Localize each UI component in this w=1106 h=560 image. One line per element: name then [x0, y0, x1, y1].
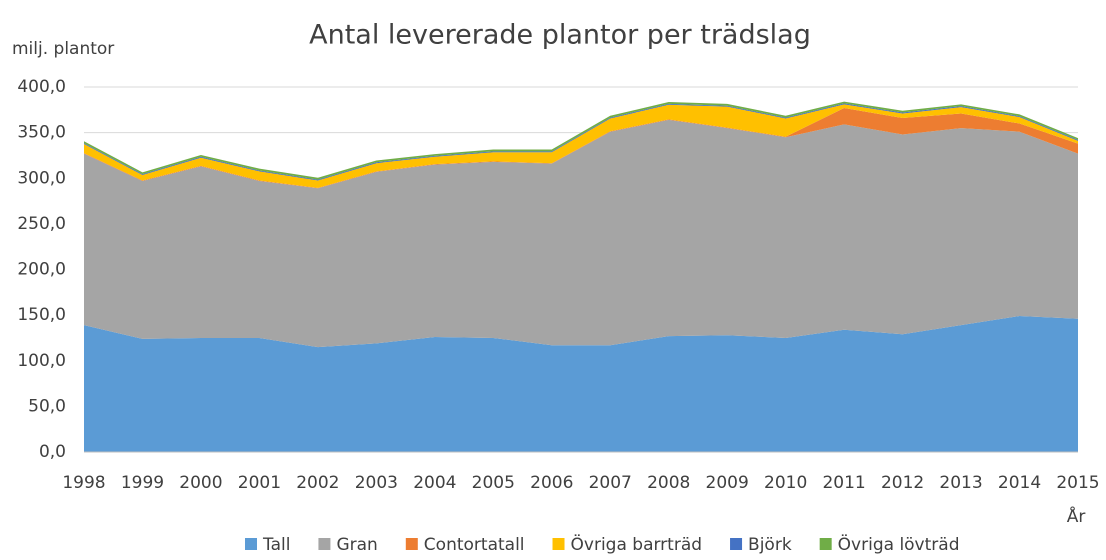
legend-swatch [318, 538, 331, 550]
x-tick-label: 2013 [939, 473, 982, 493]
y-tick-label: 0,0 [39, 442, 66, 462]
x-tick-label: 2014 [998, 473, 1041, 493]
x-tick-label: 2010 [764, 473, 807, 493]
x-tick-label: 2015 [1056, 473, 1099, 493]
x-tick-label: 2003 [355, 473, 398, 493]
x-tick-label: 2009 [706, 473, 749, 493]
legend-swatch [405, 538, 418, 550]
x-tick-label: 1998 [62, 473, 105, 493]
y-tick-label: 300,0 [17, 168, 66, 188]
area [84, 316, 1078, 452]
legend-swatch [730, 538, 743, 550]
area [84, 104, 1078, 188]
y-tick-label: 250,0 [17, 214, 66, 234]
x-tick-label: 2000 [179, 473, 222, 493]
x-tick-label: 2008 [647, 473, 690, 493]
legend-swatch [552, 538, 565, 550]
y-tick-label: 100,0 [17, 351, 66, 371]
area [84, 119, 1078, 348]
legend-swatch [819, 538, 832, 550]
x-tick-label: 2004 [413, 473, 456, 493]
legend-label: Contortatall [424, 535, 525, 555]
x-tick-label: 2001 [238, 473, 281, 493]
legend-label: Övriga lövträd [838, 533, 960, 555]
x-tick-label: 2012 [881, 473, 924, 493]
x-tick-label: 2007 [589, 473, 632, 493]
x-tick-label: 2006 [530, 473, 573, 493]
legend: Tall Gran Contortatall Övriga barrträd Björk… [245, 533, 960, 555]
x-tick-label: 1999 [121, 473, 164, 493]
legend-label: Tall [262, 535, 290, 555]
y-tick-label: 150,0 [17, 305, 66, 325]
y-tick-label: 200,0 [17, 260, 66, 280]
x-tick-label: 2005 [472, 473, 515, 493]
legend-label: Gran [336, 535, 377, 555]
y-tick-label: 50,0 [28, 396, 66, 416]
chart-title: Antal levererade plantor per trädslag [309, 20, 811, 51]
legend-label: Övriga barrträd [571, 533, 703, 555]
x-tick-label: 2002 [296, 473, 339, 493]
legend-swatch [245, 538, 257, 550]
y-axis-label: milj. plantor [12, 39, 114, 59]
y-tick-label: 400,0 [17, 77, 66, 97]
y-tick-label: 350,0 [17, 123, 66, 143]
x-axis-label: År [1067, 505, 1086, 527]
legend-label: Björk [748, 535, 792, 555]
x-tick-label: 2011 [822, 473, 865, 493]
